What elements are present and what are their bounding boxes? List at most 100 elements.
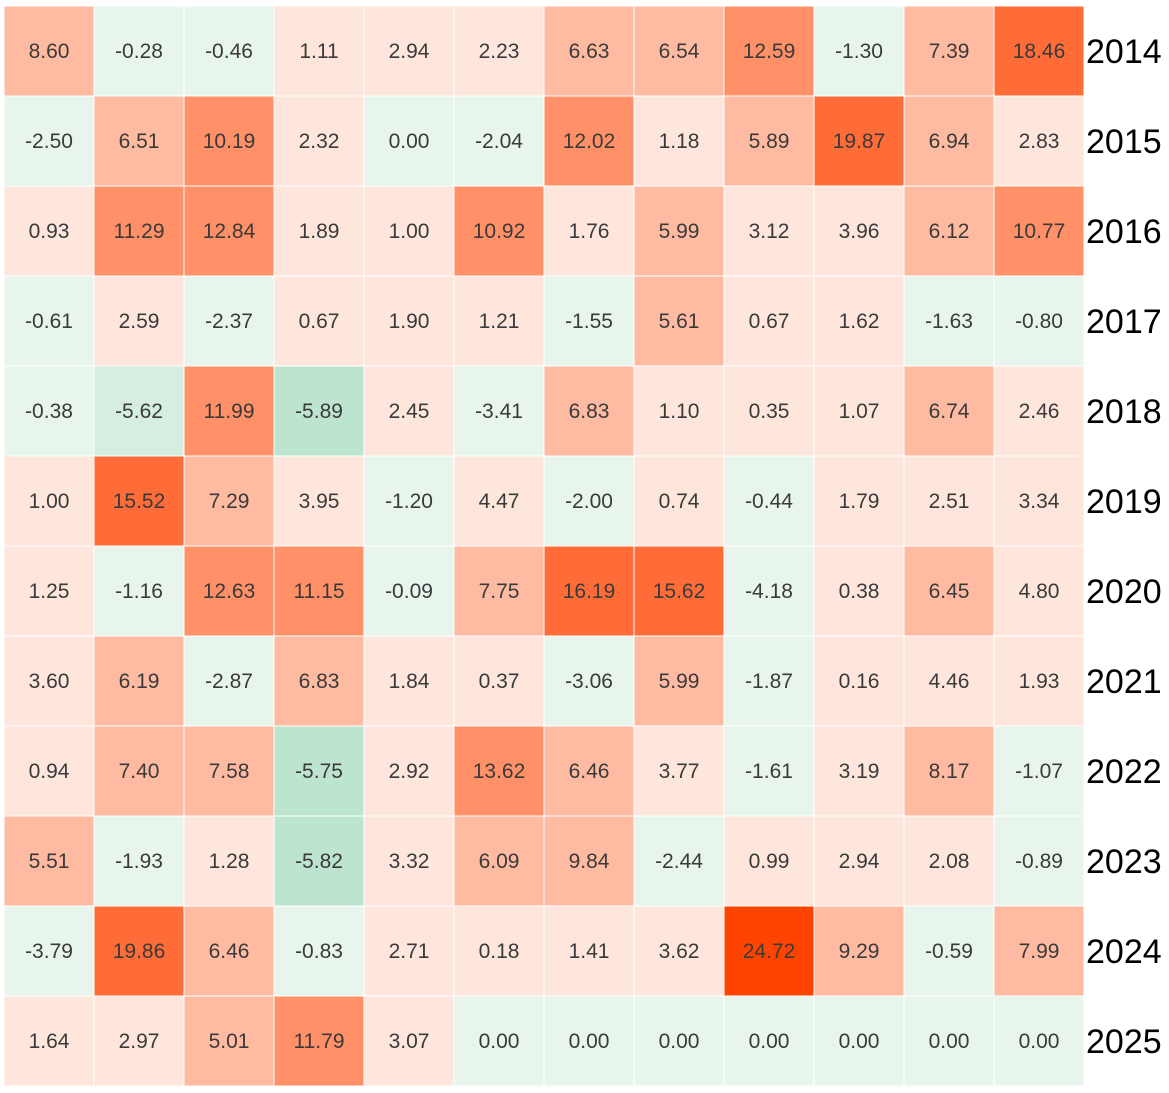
cell-value-label: 6.45 — [929, 580, 970, 603]
heatmap-cell — [543, 815, 635, 907]
heatmap-cell — [93, 95, 185, 187]
cell-value-label: 1.21 — [479, 310, 520, 333]
cell-value-label: 7.58 — [209, 760, 250, 783]
heatmap-cell — [993, 365, 1085, 457]
cell-value-label: 24.72 — [743, 940, 796, 963]
cell-value-label: 12.02 — [563, 130, 616, 153]
cell-value-label: 2.45 — [389, 400, 430, 423]
cell-value-label: 11.79 — [294, 1030, 345, 1053]
heatmap-cell — [93, 365, 185, 457]
cell-value-label: 1.84 — [389, 670, 430, 693]
cell-value-label: 12.84 — [203, 220, 256, 243]
year-row-label: 2017 — [1086, 303, 1162, 341]
cell-value-label: 12.59 — [743, 40, 796, 63]
heatmap-cell — [183, 815, 275, 907]
cell-value-label: 4.46 — [929, 670, 970, 693]
cell-value-label: 19.86 — [113, 940, 166, 963]
cell-value-label: 0.18 — [479, 940, 520, 963]
heatmap-cell — [363, 635, 455, 727]
heatmap-cell — [723, 635, 815, 727]
heatmap-cell — [273, 95, 365, 187]
heatmap-cell — [4, 455, 95, 547]
cell-value-label: -1.63 — [925, 310, 973, 333]
cell-value-label: 1.28 — [209, 850, 250, 873]
cell-value-label: 1.00 — [389, 220, 430, 243]
year-row-label: 2020 — [1086, 573, 1162, 611]
heatmap-cell — [273, 6, 365, 97]
cell-value-label: 2.92 — [389, 760, 430, 783]
cell-value-label: 9.84 — [569, 850, 610, 873]
cell-value-label: -5.62 — [115, 400, 163, 423]
heatmap-cell — [993, 95, 1085, 187]
cell-value-label: 6.12 — [929, 220, 970, 243]
heatmap-cell — [363, 365, 455, 457]
cell-value-label: -1.30 — [835, 40, 883, 63]
cell-value-label: 6.46 — [209, 940, 250, 963]
cell-value-label: 3.19 — [839, 760, 880, 783]
cell-value-label: 7.29 — [209, 490, 250, 513]
cell-value-label: 16.19 — [563, 580, 616, 603]
heatmap-cell — [4, 6, 95, 97]
heatmap-cell — [723, 905, 815, 997]
cell-value-label: 1.18 — [659, 130, 700, 153]
cell-value-label: 5.61 — [659, 310, 700, 333]
cell-value-label: -1.16 — [115, 580, 163, 603]
cell-value-label: -2.44 — [655, 850, 703, 873]
cell-value-label: -3.06 — [565, 670, 613, 693]
heatmap-cell — [993, 815, 1085, 907]
heatmap-cell — [183, 725, 275, 817]
year-row-label: 2025 — [1086, 1023, 1162, 1061]
cell-value-label: 1.07 — [839, 400, 880, 423]
cell-value-label: -3.79 — [25, 940, 73, 963]
cell-value-label: -0.89 — [1015, 850, 1063, 873]
cell-value-label: 2.08 — [929, 850, 970, 873]
heatmap-cell — [633, 6, 725, 97]
heatmap-cell — [543, 6, 635, 97]
year-row-label: 2024 — [1086, 933, 1162, 971]
heatmap-cell — [183, 275, 275, 367]
heatmap-cell — [993, 275, 1085, 367]
cell-value-label: -1.55 — [565, 310, 613, 333]
cell-value-label: 13.62 — [473, 760, 526, 783]
heatmap-cell — [93, 815, 185, 907]
cell-value-label: 6.46 — [569, 760, 610, 783]
cell-value-label: 0.00 — [839, 1030, 880, 1053]
cell-value-label: -1.07 — [1015, 760, 1063, 783]
heatmap-cell — [93, 995, 185, 1087]
cell-value-label: -2.50 — [25, 130, 73, 153]
heatmap-cell — [363, 545, 455, 637]
heatmap-cell — [453, 905, 545, 997]
heatmap-cell — [903, 455, 995, 547]
heatmap-cell — [4, 815, 95, 907]
cell-value-label: 2.32 — [299, 130, 340, 153]
heatmap-cell — [633, 455, 725, 547]
heatmap-cell — [273, 275, 365, 367]
heatmap-cell — [813, 995, 905, 1087]
cell-value-label: 2.46 — [1019, 400, 1060, 423]
year-row-label: 2019 — [1086, 483, 1162, 521]
cell-value-label: 2.94 — [389, 40, 430, 63]
cell-value-label: -1.93 — [115, 850, 163, 873]
cell-value-label: 2.97 — [119, 1030, 160, 1053]
heatmap-cell — [273, 455, 365, 547]
cell-value-label: 2.71 — [389, 940, 430, 963]
cell-value-label: -0.59 — [925, 940, 973, 963]
cell-value-label: -0.80 — [1015, 310, 1063, 333]
heatmap-cell — [93, 545, 185, 637]
heatmap-cell — [903, 905, 995, 997]
heatmap-cell — [993, 995, 1085, 1087]
cell-value-label: 0.35 — [749, 400, 790, 423]
heatmap-cell — [813, 275, 905, 367]
cell-value-label: 5.89 — [749, 130, 790, 153]
cell-value-label: 3.60 — [29, 670, 70, 693]
heatmap-cell — [543, 275, 635, 367]
cell-value-label: 1.25 — [29, 580, 70, 603]
heatmap-cell — [903, 815, 995, 907]
cell-value-label: 4.80 — [1019, 580, 1060, 603]
heatmap-cell — [4, 95, 95, 187]
cell-value-label: 3.62 — [659, 940, 700, 963]
cell-value-label: 0.38 — [839, 580, 880, 603]
cell-value-label: 0.00 — [929, 1030, 970, 1053]
cell-value-label: 1.10 — [659, 400, 700, 423]
heatmap-cell — [273, 365, 365, 457]
